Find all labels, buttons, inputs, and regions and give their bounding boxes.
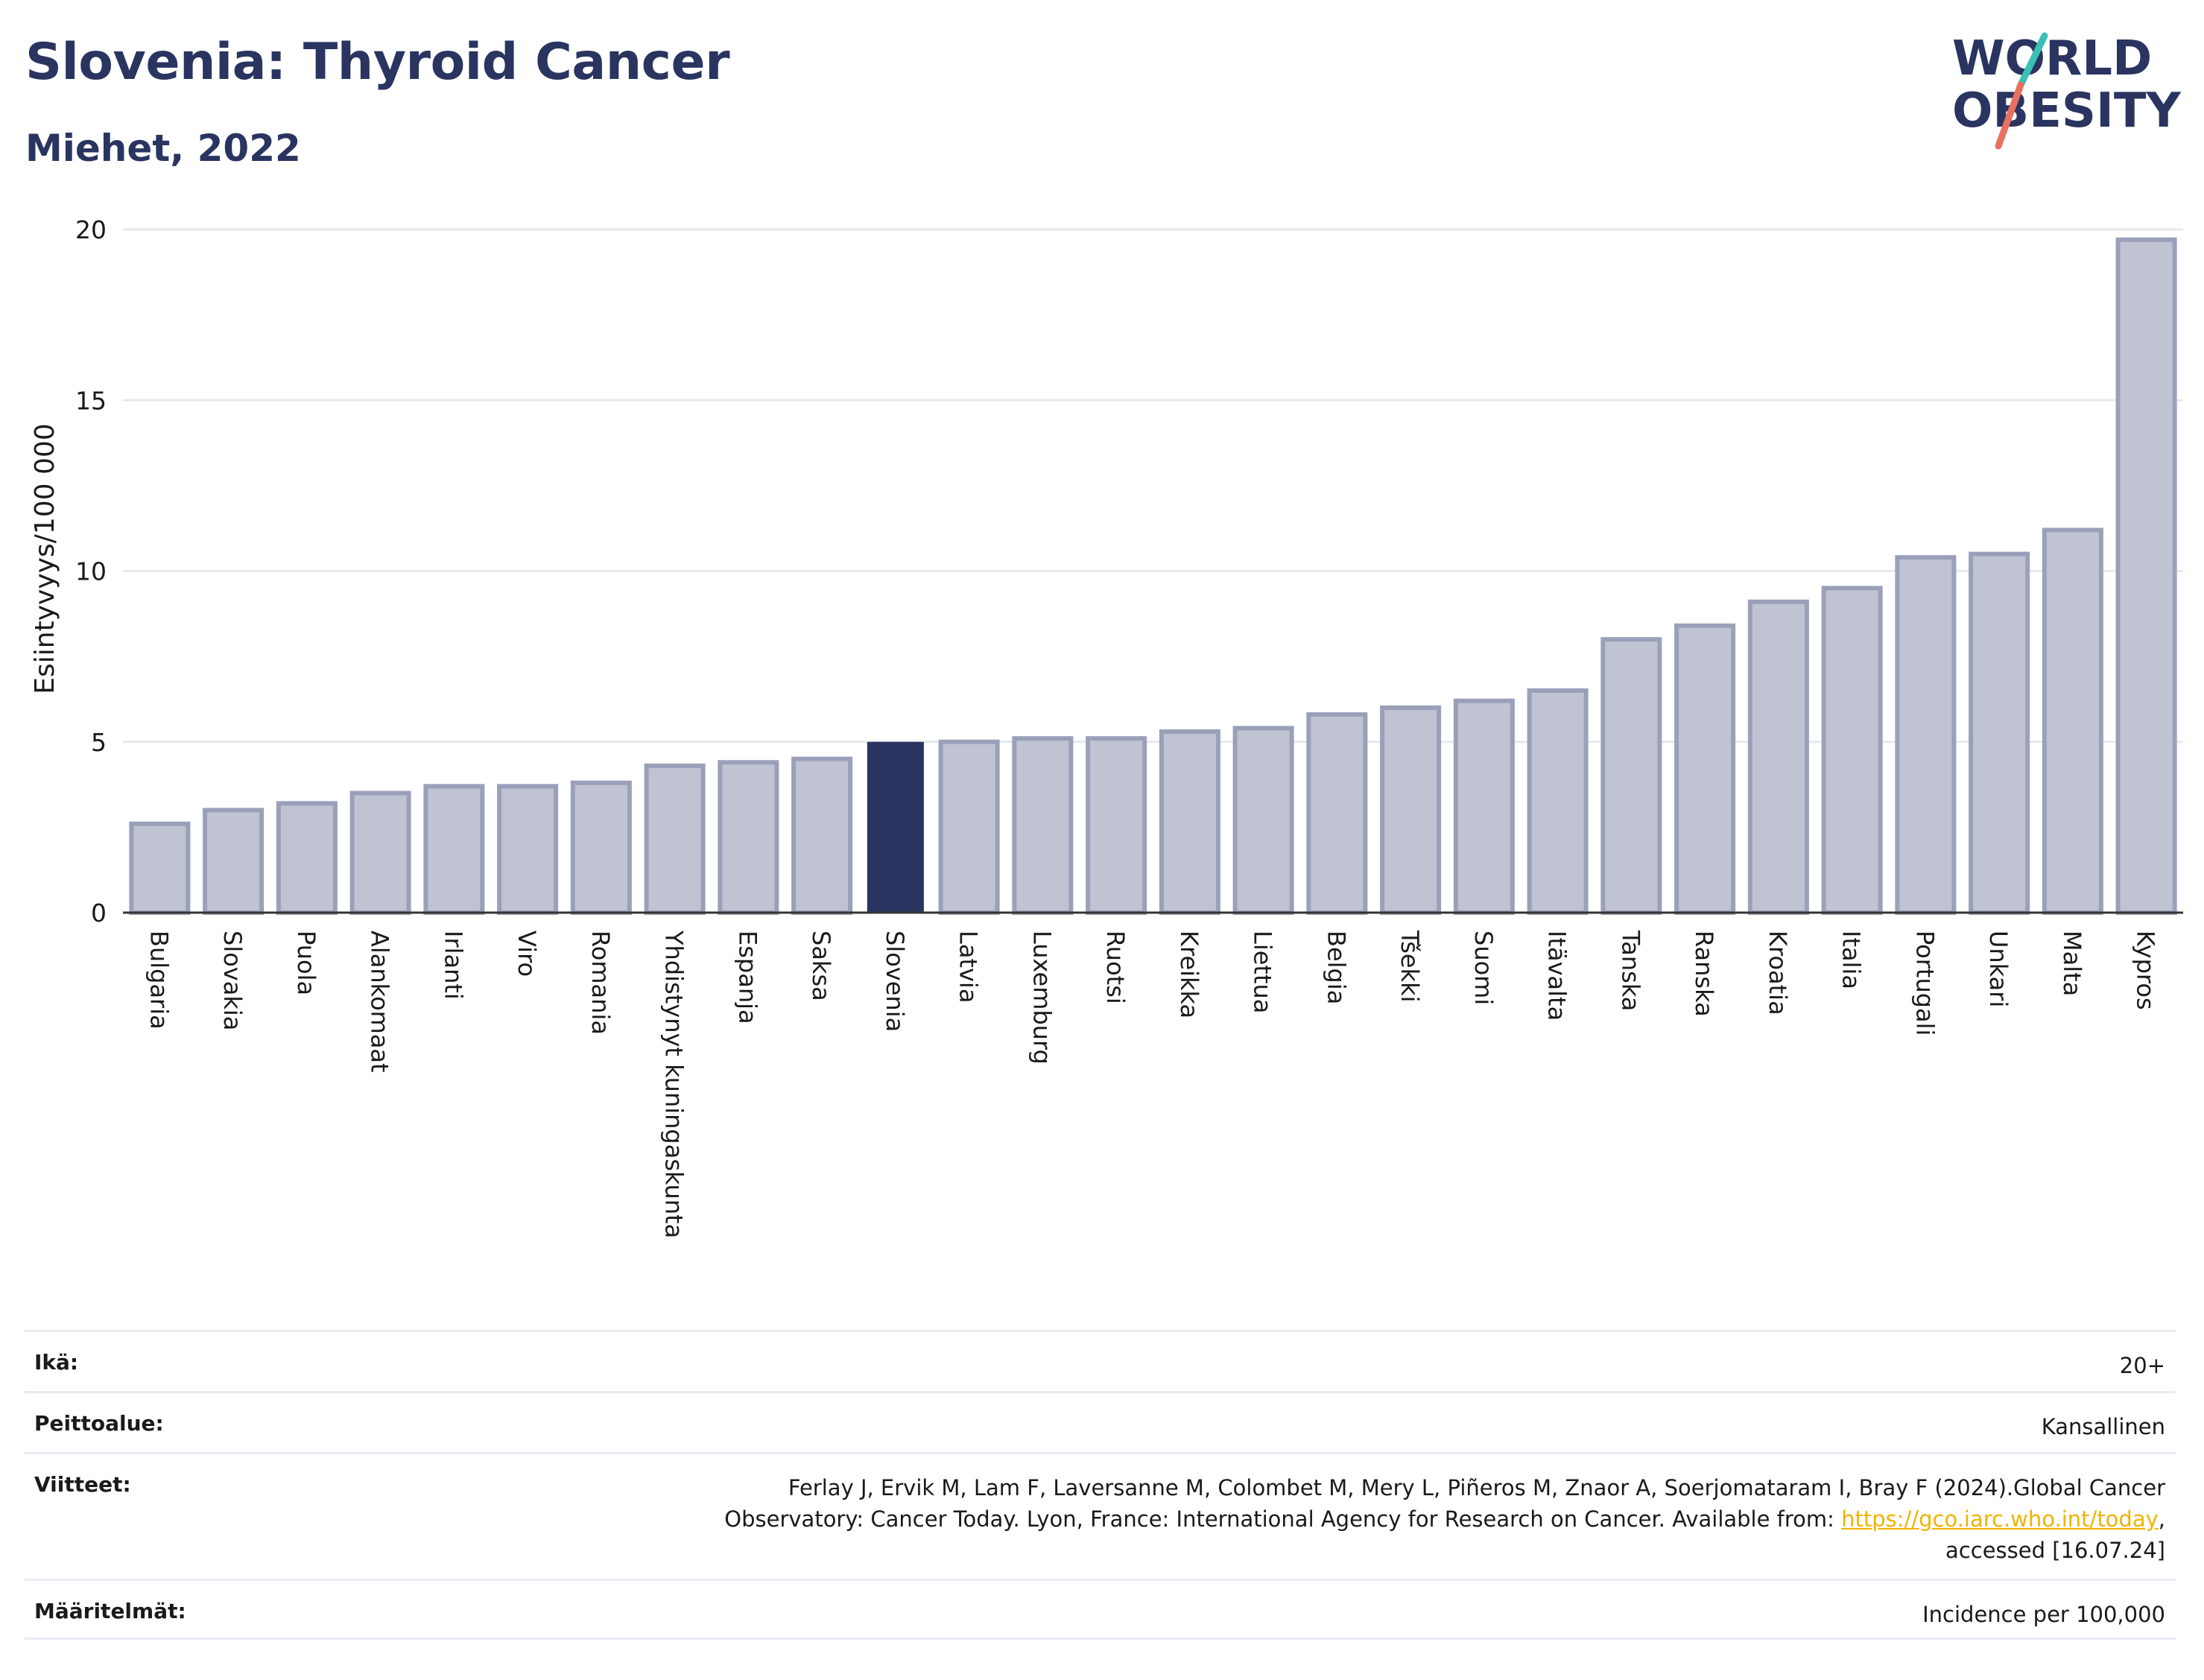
bar-malta[interactable]	[2042, 527, 2103, 915]
x-tick-label: Slovenia	[881, 931, 909, 1032]
bar-ranska[interactable]	[1674, 623, 1736, 915]
coverage-label: Peittoalue:	[34, 1411, 164, 1436]
chart-title: Slovenia: Thyroid Cancer	[25, 33, 730, 92]
logo-slash-top	[2017, 32, 2048, 89]
bar-unkari[interactable]	[1969, 551, 2030, 915]
x-tick-label: Portugali	[1910, 931, 1939, 1036]
bars	[129, 237, 2177, 916]
bar-kypros[interactable]	[2115, 237, 2177, 915]
x-tick-label: Belgia	[1322, 931, 1350, 1004]
y-tick-label: 20	[75, 215, 107, 244]
bar-slovakia[interactable]	[203, 808, 265, 915]
coverage-value: Kansallinen	[2041, 1414, 2165, 1439]
axes: 0 5 10 15 20 Bulgaria Slovakia Puola Alankomaat I…	[75, 215, 2183, 1238]
x-tick-label: Luxemburg	[1027, 931, 1056, 1065]
x-tick-label: Romania	[586, 931, 615, 1035]
x-tick-label: Puola	[292, 931, 320, 995]
x-tick-label: Malta	[2058, 931, 2086, 996]
bar-kroatia[interactable]	[1747, 599, 1809, 915]
references-value: Ferlay J, Ervik M, Lam F, Laversanne M, …	[724, 1472, 2165, 1566]
x-tick-label: Tanska	[1616, 930, 1644, 1011]
bar-saksa[interactable]	[791, 756, 853, 915]
references-line-2: Observatory: Cancer Today. Lyon, France:…	[724, 1506, 1842, 1532]
y-tick-label: 10	[75, 557, 107, 586]
x-tick-label: Liettua	[1249, 931, 1277, 1013]
x-tick-label: Suomi	[1469, 931, 1498, 1005]
x-tick-label: Latvia	[954, 931, 983, 1003]
x-tick-label: Slovakia	[218, 931, 247, 1030]
world-obesity-logo: WORLD OBESITY	[1952, 31, 2181, 150]
x-tick-label: Itävalta	[1543, 931, 1571, 1021]
bar-it-valta[interactable]	[1527, 688, 1589, 915]
bar-kreikka[interactable]	[1159, 729, 1220, 915]
x-tick-label: Bulgaria	[145, 931, 173, 1030]
x-tick-label: Yhdistynyt kuningaskunta	[660, 930, 688, 1238]
logo-slash-bottom	[1995, 81, 2024, 150]
bar-alankomaat[interactable]	[349, 790, 411, 916]
references-label: Viitteet:	[34, 1472, 131, 1497]
x-tick-label: Ranska	[1690, 931, 1718, 1017]
grid-lines	[123, 228, 2183, 744]
references-link[interactable]: https://gco.iarc.who.int/today	[1841, 1506, 2159, 1532]
bar-romania[interactable]	[570, 780, 632, 916]
age-value: 20+	[2119, 1353, 2165, 1378]
x-tick-label: Saksa	[807, 931, 835, 1001]
info-row-references: Viitteet: Ferlay J, Ervik M, Lam F, Lave…	[24, 1452, 2176, 1579]
x-tick-label: Irlanti	[439, 931, 467, 1000]
bar-t-ekki[interactable]	[1380, 705, 1442, 916]
bar-irlanti[interactable]	[423, 784, 485, 915]
bar-suomi[interactable]	[1453, 698, 1515, 915]
bar-chart: 0 5 10 15 20 Bulgaria Slovakia Puola Alankomaat I…	[30, 215, 2183, 1238]
bar-liettua[interactable]	[1232, 726, 1294, 915]
logo-text-world: WORLD	[1952, 31, 2152, 86]
bar-latvia[interactable]	[938, 739, 1000, 915]
info-row-coverage: Peittoalue: Kansallinen	[24, 1391, 2176, 1452]
references-comma: ,	[2158, 1506, 2165, 1532]
y-tick-label: 0	[91, 898, 107, 928]
bar-slovenia[interactable]	[867, 741, 924, 913]
bar-espanja[interactable]	[718, 760, 779, 916]
definitions-label: Määritelmät:	[34, 1599, 186, 1623]
bar-tanska[interactable]	[1600, 637, 1662, 915]
x-tick-label: Alankomaat	[366, 931, 394, 1073]
logo-text-obesity: OBESITY	[1952, 83, 2181, 139]
y-axis-title: Esiintyvyys/100 000	[30, 423, 60, 694]
x-tick-label: Espanja	[733, 931, 761, 1024]
info-row-definitions: Määritelmät: Incidence per 100,000	[24, 1579, 2176, 1640]
y-tick-label: 15	[75, 386, 107, 415]
age-label: Ikä:	[34, 1350, 79, 1375]
references-line-1: Ferlay J, Ervik M, Lam F, Laversanne M, …	[788, 1475, 2165, 1500]
bar-bulgaria[interactable]	[129, 821, 191, 916]
bar-italia[interactable]	[1821, 586, 1883, 915]
x-tick-label: Kypros	[2132, 931, 2160, 1010]
x-tick-label: Unkari	[1984, 931, 2013, 1007]
x-tick-label: Tšekki	[1396, 930, 1424, 1003]
y-tick-label: 5	[91, 728, 107, 757]
bar-viro[interactable]	[497, 784, 559, 915]
bar-portugali[interactable]	[1895, 555, 1957, 915]
x-tick-label: Italia	[1837, 931, 1866, 989]
bar-luxemburg[interactable]	[1012, 736, 1074, 915]
info-table: Ikä: 20+ Peittoalue: Kansallinen Viittee…	[24, 1330, 2176, 1640]
x-tick-label: Kreikka	[1175, 931, 1203, 1018]
info-row-age: Ikä: 20+	[24, 1330, 2176, 1391]
bar-belgia[interactable]	[1306, 712, 1368, 915]
x-tick-label: Kroatia	[1764, 931, 1792, 1015]
bar-ruotsi[interactable]	[1086, 736, 1147, 915]
references-line-3: accessed [16.07.24]	[1945, 1538, 2165, 1563]
definitions-value: Incidence per 100,000	[1922, 1602, 2165, 1627]
bar-yhdistynyt-kuningaskunta[interactable]	[644, 763, 706, 915]
x-tick-label: Viro	[513, 931, 541, 977]
bar-puola[interactable]	[276, 801, 338, 916]
x-tick-label: Ruotsi	[1101, 931, 1130, 1004]
chart-subtitle: Miehet, 2022	[25, 127, 301, 170]
